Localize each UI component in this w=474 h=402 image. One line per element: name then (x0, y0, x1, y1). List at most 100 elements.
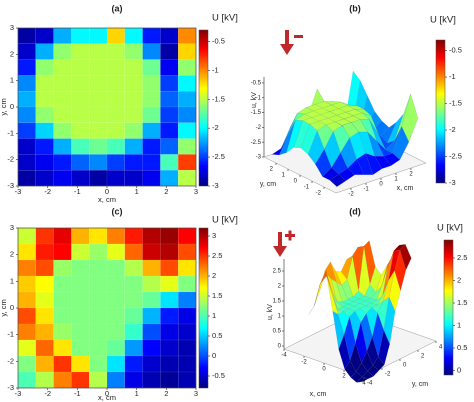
heatmap-cell (71, 59, 90, 76)
heatmap-cell (71, 355, 90, 373)
heatmap-cell (177, 307, 197, 325)
heatmap-cell (142, 371, 161, 389)
heatmap-cell (35, 169, 54, 187)
heatmap-cell (71, 169, 90, 187)
y-tick-label: 0 (10, 303, 14, 312)
heatmap-cell (160, 307, 179, 325)
heatmap-cell (71, 291, 90, 309)
heatmap-cell (124, 371, 143, 389)
heatmap-cell (177, 259, 197, 277)
heatmap-cell (177, 90, 197, 108)
heatmap-cell (124, 323, 143, 341)
colorbar (198, 29, 209, 187)
heatmap-cell (71, 27, 90, 45)
z-tick-label: 0 (278, 344, 282, 350)
heatmap-cell (106, 27, 125, 45)
z-tick-label: -2.5 (251, 140, 262, 146)
y-tick-label: 4 (439, 345, 443, 351)
heatmap-cell (71, 154, 90, 171)
heatmap-cell (160, 243, 179, 261)
heatmap-cell (142, 154, 161, 171)
heatmap-cell (35, 138, 54, 155)
heatmap-cell (35, 75, 54, 92)
y-tick-label: 0 (10, 102, 14, 111)
heatmap-cell (177, 106, 197, 124)
colorbar-tick-label: 1.5 (457, 298, 467, 307)
x-tick-label: 3 (194, 389, 198, 398)
heatmap-cell (177, 59, 197, 76)
z-tick-label: 0.5 (273, 329, 282, 335)
heatmap-cell (88, 307, 108, 325)
y-axis-label: y, cm (0, 299, 8, 316)
heatmap-cell (17, 323, 36, 341)
heatmap-cell (71, 43, 90, 60)
x-tick-label: -3 (15, 389, 22, 398)
heatmap-cell (53, 90, 72, 108)
heatmap-cell (35, 339, 54, 357)
heatmap-cell (17, 138, 36, 155)
y-tick-label: -4 (367, 381, 373, 387)
heatmap-cell (35, 59, 54, 76)
heatmap-cell (177, 291, 197, 309)
heatmap-cell (160, 75, 179, 92)
heatmap-cell (88, 291, 108, 309)
colorbar-tick-label: -0.5 (212, 371, 225, 380)
x-tick-label: 2 (164, 187, 168, 196)
x-tick-label: 1 (135, 187, 139, 196)
heatmap-cell (71, 275, 90, 293)
heatmap-cell (35, 90, 54, 108)
panel-label: (c) (112, 206, 123, 216)
colorbar-tick-label: -2 (449, 125, 456, 134)
heatmap-cell (177, 339, 197, 357)
heatmap-cell (53, 122, 72, 139)
heatmap-cell (142, 27, 161, 45)
heatmap-cell (160, 371, 179, 389)
colorbar-tick-label: 1 (212, 311, 216, 320)
colorbar-tick-label: 3 (212, 231, 216, 240)
x-tick-label: 0 (379, 182, 383, 188)
y-tick-label: -2 (385, 372, 391, 378)
x-tick-label: 0 (105, 187, 109, 196)
panel-label: (d) (349, 206, 361, 216)
heatmap-cell (106, 75, 125, 92)
colorbar-tick-label: -2.5 (212, 152, 225, 161)
colorbar-title: U [kV] (430, 15, 456, 26)
heatmap-cell (88, 259, 108, 277)
heatmap-cell (124, 75, 143, 92)
heatmap-cell (88, 75, 108, 92)
heatmap-cell (88, 90, 108, 108)
heatmap-cell (177, 43, 197, 60)
heatmap-cell (35, 355, 54, 373)
z-tick-label: -3 (256, 155, 262, 161)
heatmap-cell (106, 323, 125, 341)
x-tick-label: -2 (44, 389, 51, 398)
heatmap-cell (160, 106, 179, 124)
heatmap-cell (17, 291, 36, 309)
heatmap-cell (160, 169, 179, 187)
z-axis-label: u, kV (267, 304, 274, 320)
arrow-minus (280, 30, 303, 55)
heatmap-cell (17, 339, 36, 357)
y-tick-label: 0 (403, 363, 407, 369)
y-tick-label: 1 (282, 173, 286, 179)
arrow-plus (273, 230, 295, 257)
colorbar-tick-label: -3 (212, 181, 219, 190)
x-tick-label: -2 (44, 187, 51, 196)
x-tick-label: -1 (363, 187, 369, 193)
heatmap-cell (106, 339, 125, 357)
heatmap-cell (53, 169, 72, 187)
y-tick-label: -2 (7, 155, 14, 164)
heatmap-cell (177, 138, 197, 155)
x-axis-label: x, cm (397, 185, 414, 192)
y-tick-label: 3 (10, 23, 14, 32)
heatmap-cell (53, 355, 72, 373)
surface-patch (329, 174, 347, 187)
heatmap-cell (53, 259, 72, 277)
heatmap-cell (142, 138, 161, 155)
heatmap-cell (71, 307, 90, 325)
heatmap-cell (17, 227, 36, 245)
surface-patch (356, 376, 369, 383)
x-tick-label: -1 (74, 187, 81, 196)
heatmap-cell (35, 291, 54, 309)
colorbar-tick-label: 1 (457, 320, 461, 329)
